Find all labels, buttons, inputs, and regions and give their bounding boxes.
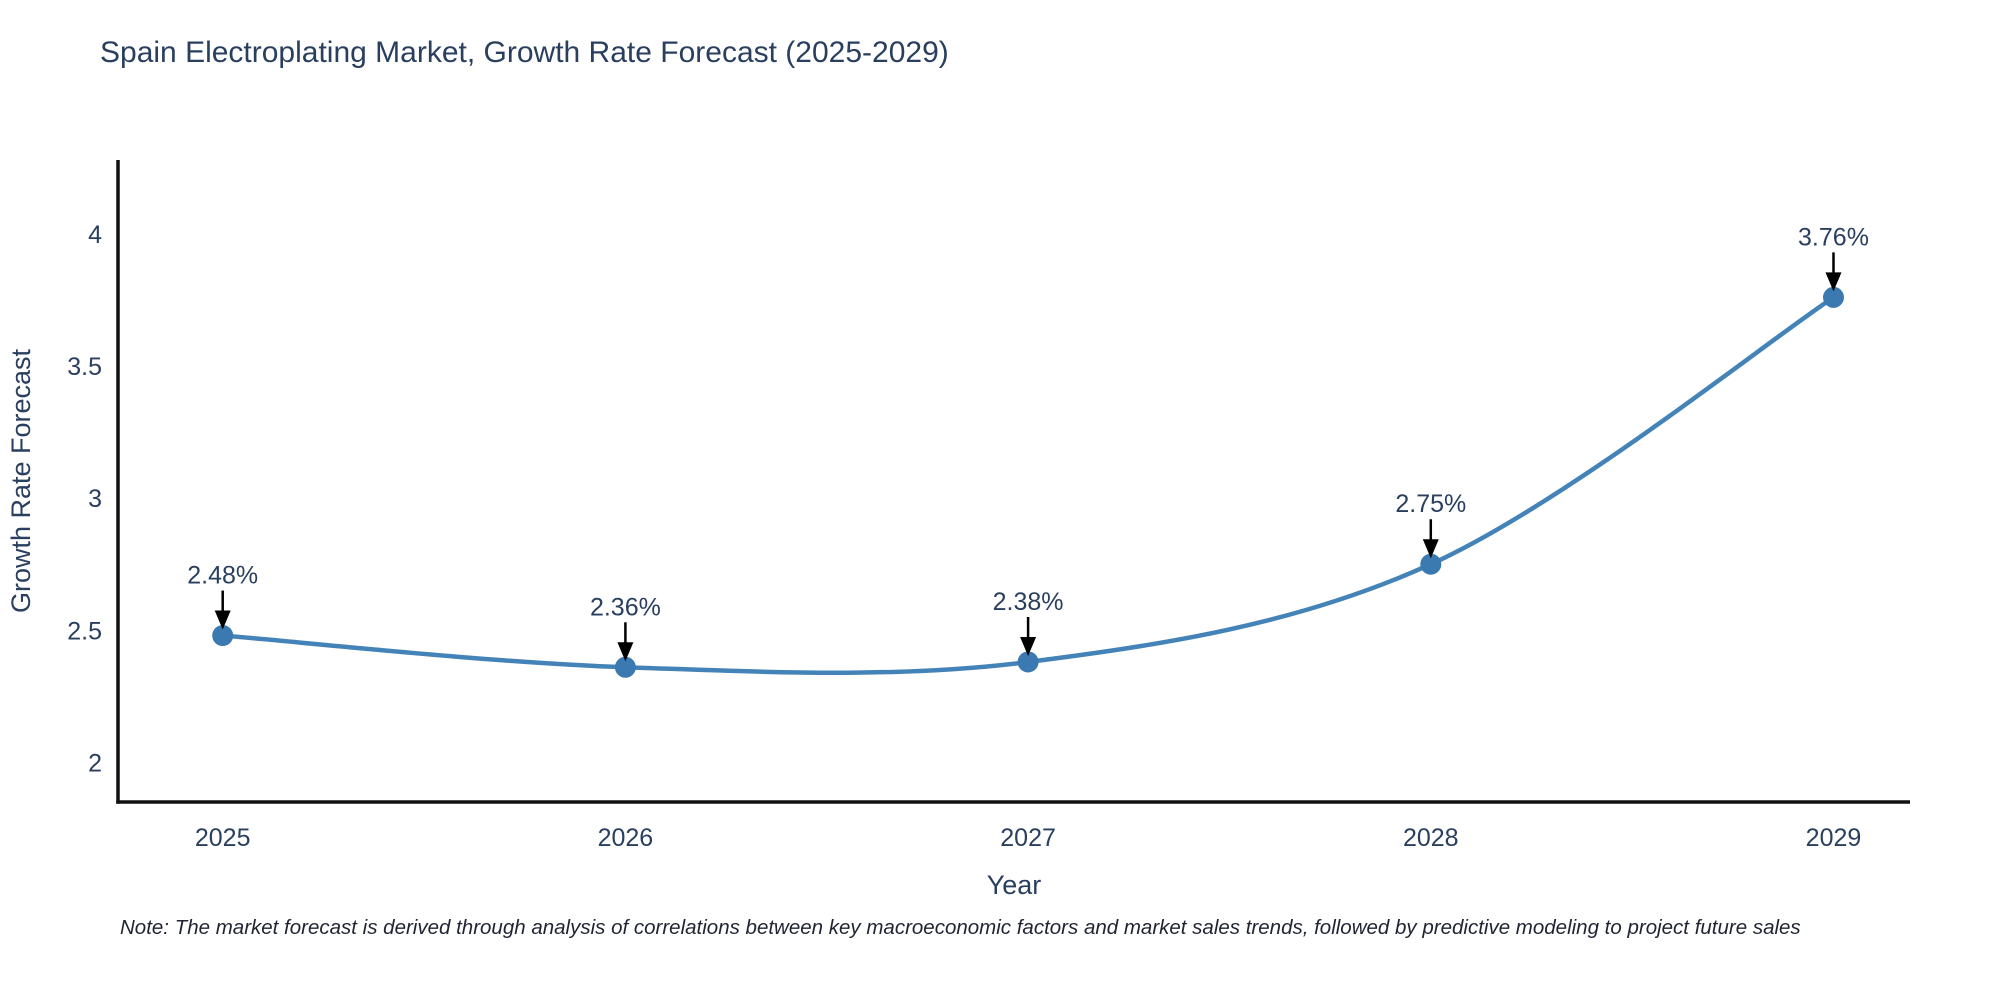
- y-axis-title: Growth Rate Forecast: [6, 348, 36, 613]
- annotation-arrow-head: [1825, 272, 1842, 292]
- x-axis-tick-label: 2029: [1806, 824, 1862, 852]
- data-point-marker: [614, 656, 636, 678]
- footnote: Note: The market forecast is derived thr…: [120, 916, 1801, 939]
- y-axis-tick-label: 2: [88, 749, 102, 777]
- data-point-label: 2.48%: [187, 562, 258, 590]
- x-axis-title: Year: [987, 870, 1042, 900]
- annotation-arrow-head: [617, 642, 634, 662]
- annotation-arrow-head: [1422, 539, 1439, 559]
- x-axis-tick-label: 2026: [598, 824, 654, 852]
- data-point-label: 2.36%: [590, 593, 661, 621]
- annotation-arrow-head: [1020, 636, 1037, 656]
- y-axis-tick-label: 2.5: [67, 617, 102, 645]
- data-point-marker: [212, 625, 234, 647]
- data-point-marker: [1420, 553, 1442, 575]
- chart-title: Spain Electroplating Market, Growth Rate…: [100, 36, 949, 69]
- data-point-label: 2.38%: [993, 588, 1064, 616]
- x-axis-tick-label: 2028: [1403, 824, 1459, 852]
- data-point-marker: [1822, 286, 1844, 308]
- annotation-arrow-head: [214, 610, 231, 630]
- data-point-marker: [1017, 651, 1039, 673]
- series-line: [220, 295, 1836, 675]
- y-axis-tick-label: 3.5: [67, 353, 102, 381]
- x-axis-tick-label: 2025: [195, 824, 251, 852]
- data-point-label: 2.75%: [1395, 490, 1466, 518]
- data-point-label: 3.76%: [1798, 223, 1869, 251]
- x-axis-tick-label: 2027: [1000, 824, 1056, 852]
- y-axis-tick-label: 4: [88, 221, 102, 249]
- y-axis-tick-label: 3: [88, 485, 102, 513]
